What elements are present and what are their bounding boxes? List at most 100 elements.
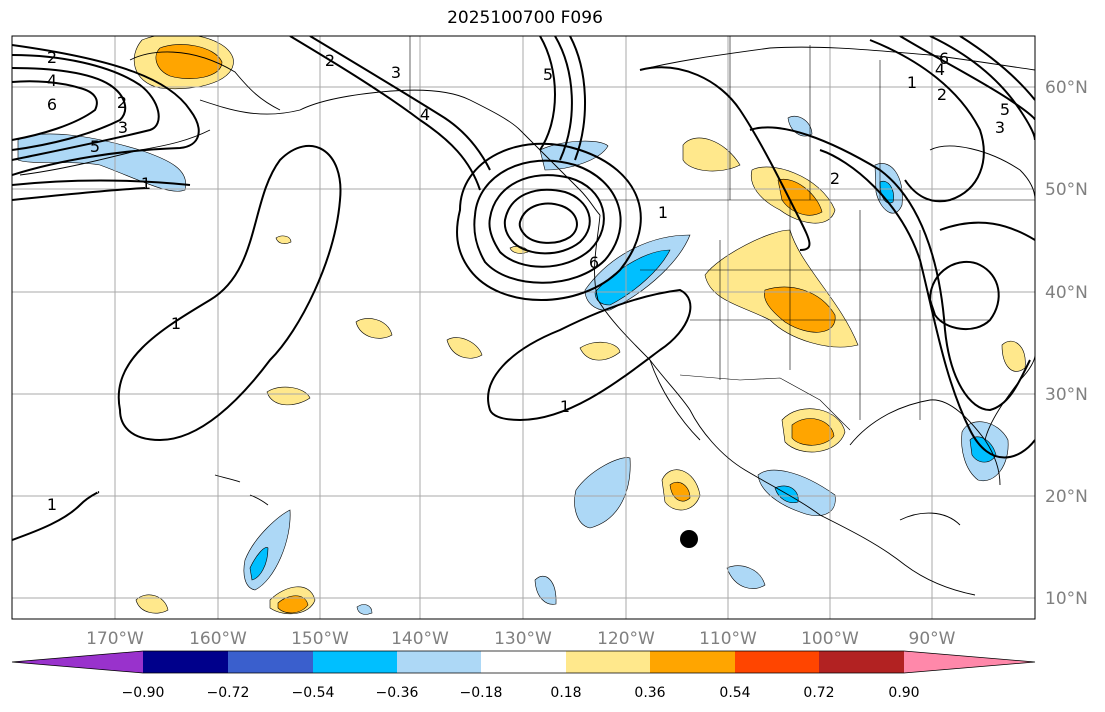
contour-trough-5	[569, 36, 586, 161]
cool-anomaly-bc	[539, 140, 609, 171]
lon-label-170w: 170°W	[86, 629, 144, 649]
contour-bering-6	[12, 187, 146, 201]
contour-label-23: 1	[47, 495, 57, 514]
lat-label-60n: 60°N	[1045, 78, 1088, 98]
contour-low-5	[518, 202, 578, 244]
contours	[12, 36, 1035, 541]
longitude-labels: 170°W 160°W 150°W 140°W 130°W 120°W 110°…	[86, 629, 956, 649]
contour-label-20: 4	[935, 60, 945, 79]
contour-pacific-1	[117, 144, 342, 442]
warm-anomaly-prairies-core	[777, 178, 823, 216]
contour-label-4: 2	[117, 93, 127, 112]
cool-anomaly-gulf-alaska	[17, 133, 187, 192]
contour-east-5	[959, 36, 1035, 101]
contour-bering-5	[12, 179, 191, 186]
colorbar-tick-4: −0.36	[376, 685, 419, 701]
lon-label-110w: 110°W	[699, 629, 757, 649]
colorbar-tick-9: 0.72	[803, 685, 834, 701]
contour-label-21: 5	[1000, 100, 1010, 119]
contour-trough-3	[539, 36, 556, 151]
coast-hudson	[929, 145, 1035, 201]
hawaii-islands	[214, 474, 269, 506]
lat-label-10n: 10°N	[1045, 589, 1088, 609]
contour-label-12: 6	[589, 253, 599, 272]
coast-baja	[649, 359, 701, 441]
warm-anomaly-pacific-2	[446, 337, 483, 359]
contour-bering-2	[12, 54, 160, 161]
colorbar-tick-10: 0.90	[888, 685, 919, 701]
coastlines	[19, 46, 1035, 596]
contour-low-4	[503, 188, 591, 255]
contour-low-3	[488, 174, 605, 268]
contour-bering-3	[12, 67, 127, 151]
warm-anomaly-pacific-3	[266, 386, 311, 406]
storm-center-marker	[680, 530, 698, 548]
colorbar-segment	[313, 651, 397, 673]
contour-trough-2	[309, 36, 491, 171]
colorbar-extend-high	[904, 651, 1035, 673]
contour-label-1: 2	[47, 48, 57, 67]
contour-east-3	[869, 39, 985, 203]
contour-label-2: 4	[47, 71, 57, 90]
warm-anomaly-pacific-1	[355, 318, 393, 339]
contour-label-22: 6	[939, 49, 949, 68]
colorbar-outline	[11, 650, 1036, 674]
contour-se	[939, 221, 1035, 241]
warm-anomaly-texas-core	[791, 418, 835, 446]
latitude-labels: 60°N 50°N 40°N 30°N 20°N 10°N	[1045, 78, 1088, 609]
contour-label-9: 3	[391, 63, 401, 82]
colorbar-tick-5: −0.18	[460, 685, 503, 701]
colorbar-tick-7: 0.36	[634, 685, 665, 701]
lon-label-140w: 140°W	[391, 629, 449, 649]
coast-alaska	[129, 51, 601, 216]
colorbar-tick-6: 0.18	[550, 685, 581, 701]
warm-anomaly-south-1-core	[277, 595, 309, 614]
contour-southwest-1	[12, 491, 100, 541]
colorbar-tick-8: 0.54	[719, 685, 750, 701]
colorbar-segment	[481, 651, 566, 673]
contour-labels: 2 4 6 2 3 5 1 2 3 4 5 6 1 1 1 1 2 2 3 4 …	[47, 48, 1010, 514]
lat-label-40n: 40°N	[1045, 283, 1088, 303]
contour-label-5: 3	[118, 118, 128, 137]
contour-rockies	[639, 66, 811, 251]
graticule	[12, 36, 1035, 619]
contour-east-1	[749, 126, 1031, 412]
border-states-3	[719, 200, 921, 420]
lon-label-90w: 90°W	[909, 629, 956, 649]
lon-label-120w: 120°W	[597, 629, 655, 649]
contour-label-6: 5	[90, 137, 100, 156]
contour-label-14: 1	[560, 397, 570, 416]
cool-anomaly-hawaii-core	[249, 547, 269, 581]
chart-title: 2025100700 F096	[447, 8, 603, 28]
colorbar-segment	[397, 651, 481, 673]
contour-east-2	[819, 149, 1035, 459]
contour-label-11: 5	[543, 65, 553, 84]
contour-low-1	[456, 142, 642, 301]
contour-label-10: 4	[420, 105, 430, 124]
lon-label-130w: 130°W	[494, 629, 552, 649]
cool-anomaly-south	[726, 565, 766, 589]
lat-label-20n: 20°N	[1045, 487, 1088, 507]
colorbar-tick-1: −0.90	[122, 685, 165, 701]
lat-label-50n: 50°N	[1045, 180, 1088, 200]
contour-label-17: 2	[937, 85, 947, 104]
warm-anomaly-plains-core	[764, 286, 836, 333]
colorbar-tick-3: −0.54	[292, 685, 335, 701]
colorbar-segment	[566, 651, 650, 673]
warm-anomaly-pacific-4	[275, 235, 292, 244]
colorbar-segment	[650, 651, 735, 673]
map-frame	[11, 35, 1036, 620]
cool-anomaly-south-2	[534, 575, 557, 605]
colorbar-segment	[735, 651, 819, 673]
contour-bering-4	[12, 80, 98, 141]
cool-anomaly-california-core	[594, 249, 671, 306]
contour-label-3: 6	[47, 95, 57, 114]
lon-label-100w: 100°W	[801, 629, 859, 649]
contour-trough-1	[289, 36, 481, 191]
colorbar	[11, 650, 1036, 674]
contour-label-13: 1	[171, 314, 181, 333]
contour-label-19: 3	[995, 118, 1005, 137]
contour-baja-1	[487, 288, 692, 422]
contour-label-8: 2	[325, 51, 335, 70]
